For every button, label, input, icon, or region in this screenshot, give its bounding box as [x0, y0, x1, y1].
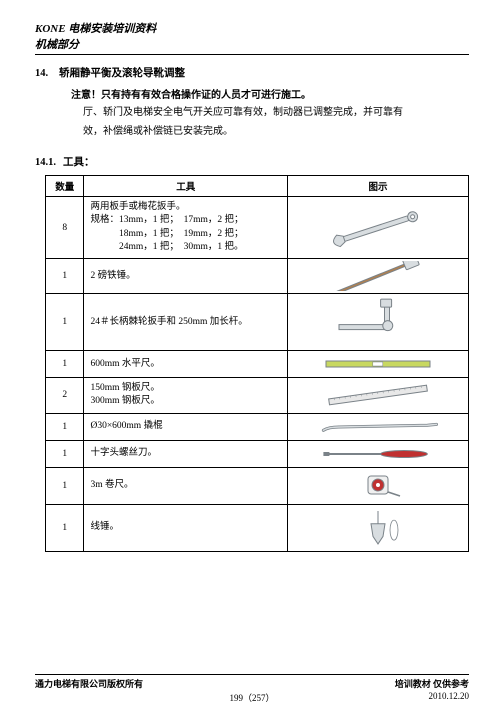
- footer-page: 199（257）: [35, 691, 469, 704]
- cell-desc: 600mm 水平尺。: [84, 351, 288, 378]
- cell-img: [288, 413, 469, 440]
- cell-desc: Ø30×600mm 撬棍: [84, 413, 288, 440]
- cell-qty: 1: [46, 294, 84, 351]
- section-text: 轿厢静平衡及滚轮导靴调整: [59, 68, 185, 79]
- cell-img: [288, 351, 469, 378]
- cell-qty: 8: [46, 197, 84, 259]
- section-number: 14.: [35, 68, 59, 79]
- subsection-title: 14.1.工具：: [35, 154, 469, 169]
- cell-img: [288, 504, 469, 551]
- cell-qty: 1: [46, 440, 84, 467]
- footer-right1: 培训教材 仅供参考: [395, 677, 469, 690]
- cell-desc: 3m 卷尺。: [84, 467, 288, 504]
- header-title: KONE 电梯安装培训资料: [35, 20, 469, 36]
- table-row: 1 600mm 水平尺。: [46, 351, 469, 378]
- table-row: 1 3m 卷尺。: [46, 467, 469, 504]
- cell-desc: 两用板手或梅花扳手。规格：13mm，1 把； 17mm，2 把； 18mm，1 …: [84, 197, 288, 259]
- cell-qty: 1: [46, 467, 84, 504]
- cell-desc: 150mm 钢板尺。300mm 钢板尺。: [84, 378, 288, 414]
- cell-qty: 1: [46, 413, 84, 440]
- cell-desc: 线锤。: [84, 504, 288, 551]
- page-footer: 通力电梯有限公司版权所有 培训教材 仅供参考 199（257） 2010.12.…: [35, 674, 469, 701]
- table-row: 1 24＃长柄棘轮扳手和 250mm 加长杆。: [46, 294, 469, 351]
- subsection-text: 工具：: [63, 157, 95, 168]
- tools-table: 数量 工具 图示 8 两用板手或梅花扳手。规格：13mm，1 把； 17mm，2…: [45, 175, 469, 552]
- cell-img: [288, 294, 469, 351]
- cell-desc: 十字头螺丝刀。: [84, 440, 288, 467]
- footer-left: 通力电梯有限公司版权所有: [35, 677, 143, 690]
- paragraph-2: 效，补偿绳或补偿链已安装完成。: [83, 124, 469, 140]
- table-row: 8 两用板手或梅花扳手。规格：13mm，1 把； 17mm，2 把； 18mm，…: [46, 197, 469, 259]
- table-header-row: 数量 工具 图示: [46, 176, 469, 197]
- subsection-number: 14.1.: [35, 157, 63, 168]
- table-row: 1 十字头螺丝刀。: [46, 440, 469, 467]
- header-subtitle: 机械部分: [35, 36, 469, 52]
- col-tool: 工具: [84, 176, 288, 197]
- cell-desc: 2 磅铁锤。: [84, 259, 288, 294]
- cell-img: [288, 197, 469, 259]
- cell-desc: 24＃长柄棘轮扳手和 250mm 加长杆。: [84, 294, 288, 351]
- table-row: 1 Ø30×600mm 撬棍: [46, 413, 469, 440]
- section-title: 14.轿厢静平衡及滚轮导靴调整: [35, 65, 469, 80]
- cell-qty: 1: [46, 504, 84, 551]
- cell-img: [288, 378, 469, 414]
- cell-qty: 1: [46, 259, 84, 294]
- cell-img: [288, 259, 469, 294]
- paragraph-1: 厅、轿门及电梯安全电气开关应可靠有效，制动器已调整完成，并可靠有: [83, 105, 469, 121]
- col-qty: 数量: [46, 176, 84, 197]
- col-img: 图示: [288, 176, 469, 197]
- cell-qty: 1: [46, 351, 84, 378]
- cell-qty: 2: [46, 378, 84, 414]
- table-row: 2 150mm 钢板尺。300mm 钢板尺。: [46, 378, 469, 414]
- notice-text: 注意！只有持有有效合格操作证的人员才可进行施工。: [71, 86, 469, 101]
- cell-img: [288, 440, 469, 467]
- page-header: KONE 电梯安装培训资料 机械部分: [35, 20, 469, 55]
- table-row: 1 2 磅铁锤。: [46, 259, 469, 294]
- table-row: 1 线锤。: [46, 504, 469, 551]
- cell-img: [288, 467, 469, 504]
